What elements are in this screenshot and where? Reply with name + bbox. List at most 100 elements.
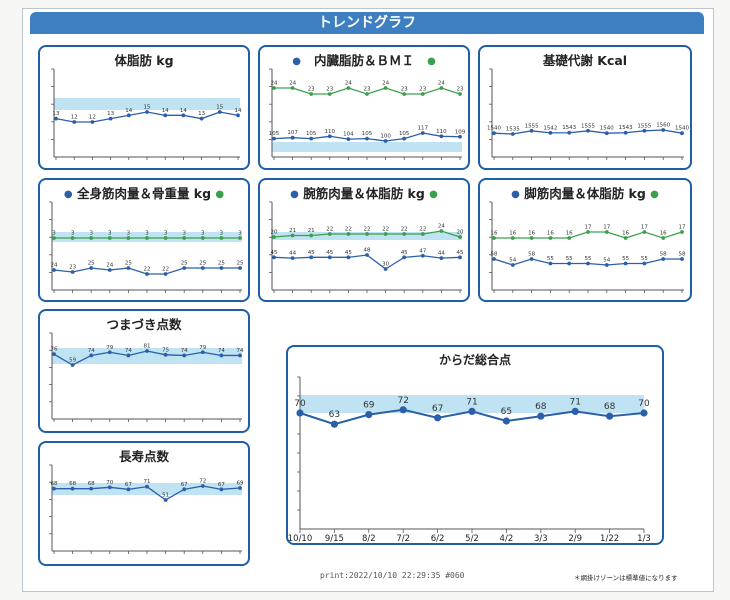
data-point [236,113,240,118]
data-label: 55 [641,256,648,262]
data-point [145,484,149,489]
x-tick-label: 5/2 [465,534,479,544]
data-point [402,136,407,141]
data-point [548,130,553,135]
panel-body-fat: 体脂肪 kg 13 12 12 13 14 15 14 14 13 15 14 [38,45,250,170]
data-label: 58 [660,252,667,258]
data-point [219,487,224,492]
green-dot-icon: ● [215,189,225,200]
data-point [492,131,496,136]
data-point [217,110,222,114]
data-label: 23 [326,87,333,93]
data-label: 13 [53,111,60,117]
data-label: 72 [397,396,408,406]
data-point [90,120,95,124]
data-point [383,232,388,236]
data-point [680,131,684,136]
data-point [434,414,442,422]
standard-zone-band [300,395,644,413]
data-label: 45 [457,250,464,256]
data-point [420,92,425,96]
blue-dot-icon: ● [511,189,520,200]
data-label: 51 [162,493,169,499]
data-label: 1560 [656,123,670,129]
panel-title: 腕筋肉量＆体脂肪 kg [303,186,425,201]
data-label: 1555 [525,123,539,129]
standard-zone-band [52,348,242,364]
data-point [126,353,131,358]
data-label: 54 [509,258,516,264]
data-label: 47 [419,248,426,254]
data-point [200,484,205,488]
data-label: 22 [382,227,389,233]
data-label: 105 [399,131,410,137]
data-point [52,236,56,240]
data-label: 74 [88,348,95,354]
data-point [219,236,224,240]
data-label: 58 [679,252,686,258]
data-label: 67 [125,482,132,488]
data-point [54,116,58,121]
data-point [200,266,205,270]
data-point [290,86,295,90]
data-label: 44 [438,251,445,257]
data-point [70,270,75,274]
data-label: 110 [325,129,336,135]
data-label: 45 [326,250,333,256]
data-point [238,236,242,240]
data-point [126,487,131,492]
panel-title: からだ総合点 [438,353,511,367]
data-point [420,232,425,236]
chart-visceral-bmi: 24 24 23 23 24 23 24 23 23 24 23 105 107 105 110 104 105… [269,68,466,160]
data-point [492,257,496,261]
data-label: 24 [106,263,113,269]
data-label: 25 [88,261,95,267]
panel-stumble-score: つまづき点数 76 59 74 79 74 81 75 74 79 74 74 [38,309,250,433]
data-point [89,486,94,491]
data-point [272,86,276,90]
data-point [145,110,149,114]
data-label: 65 [501,407,512,417]
data-label: 24 [382,81,389,87]
data-label: 14 [125,108,132,114]
blue-dot-icon: ● [292,56,301,67]
panel-arm-muscle-fat: ● 腕筋肉量＆体脂肪 kg ● 20 21 21 22 22 22 22 22 22 24 20 45… [258,178,470,302]
data-point [510,236,515,240]
data-point [70,486,75,491]
data-label: 79 [106,345,113,351]
data-point [126,113,131,118]
panel-visceral-bmi: ● 内臓脂肪＆ＢＭＩ ● 24 24 23 23 24 23 24 23 23 24 23 105 10… [258,45,470,170]
panel-basal-metabolism: 基礎代謝 Kcal 1540 1535 1555 1542 1543 1555 1540 15… [478,45,692,170]
data-label: 24 [345,81,352,87]
data-point [107,268,112,272]
data-point [70,363,75,367]
series-line [273,254,461,270]
x-tick-label: 10/10 [288,534,313,544]
data-point [383,86,388,90]
data-point [567,130,572,135]
data-label: 117 [418,126,429,132]
data-label: 70 [638,399,650,409]
data-point [468,407,476,415]
data-label: 25 [218,261,225,267]
data-point [327,134,332,139]
data-label: 67 [181,482,188,488]
data-point [145,349,149,353]
standard-zone-band [52,483,242,495]
data-label: 16 [509,231,516,237]
data-point [309,92,314,96]
green-dot-icon: ● [429,189,438,200]
data-label: 1535 [506,127,520,133]
data-point [89,266,94,270]
data-label: 15 [144,105,151,111]
panel-title: つまづき点数 [106,317,182,332]
data-point [458,255,462,260]
data-label: 3 [201,231,205,237]
data-label: 74 [218,348,225,354]
x-tick-label: 3/3 [534,534,548,544]
data-point [439,86,444,90]
data-point [145,236,149,240]
data-point [238,486,242,490]
page-title: トレンドグラフ [30,12,704,34]
data-point [586,261,590,266]
